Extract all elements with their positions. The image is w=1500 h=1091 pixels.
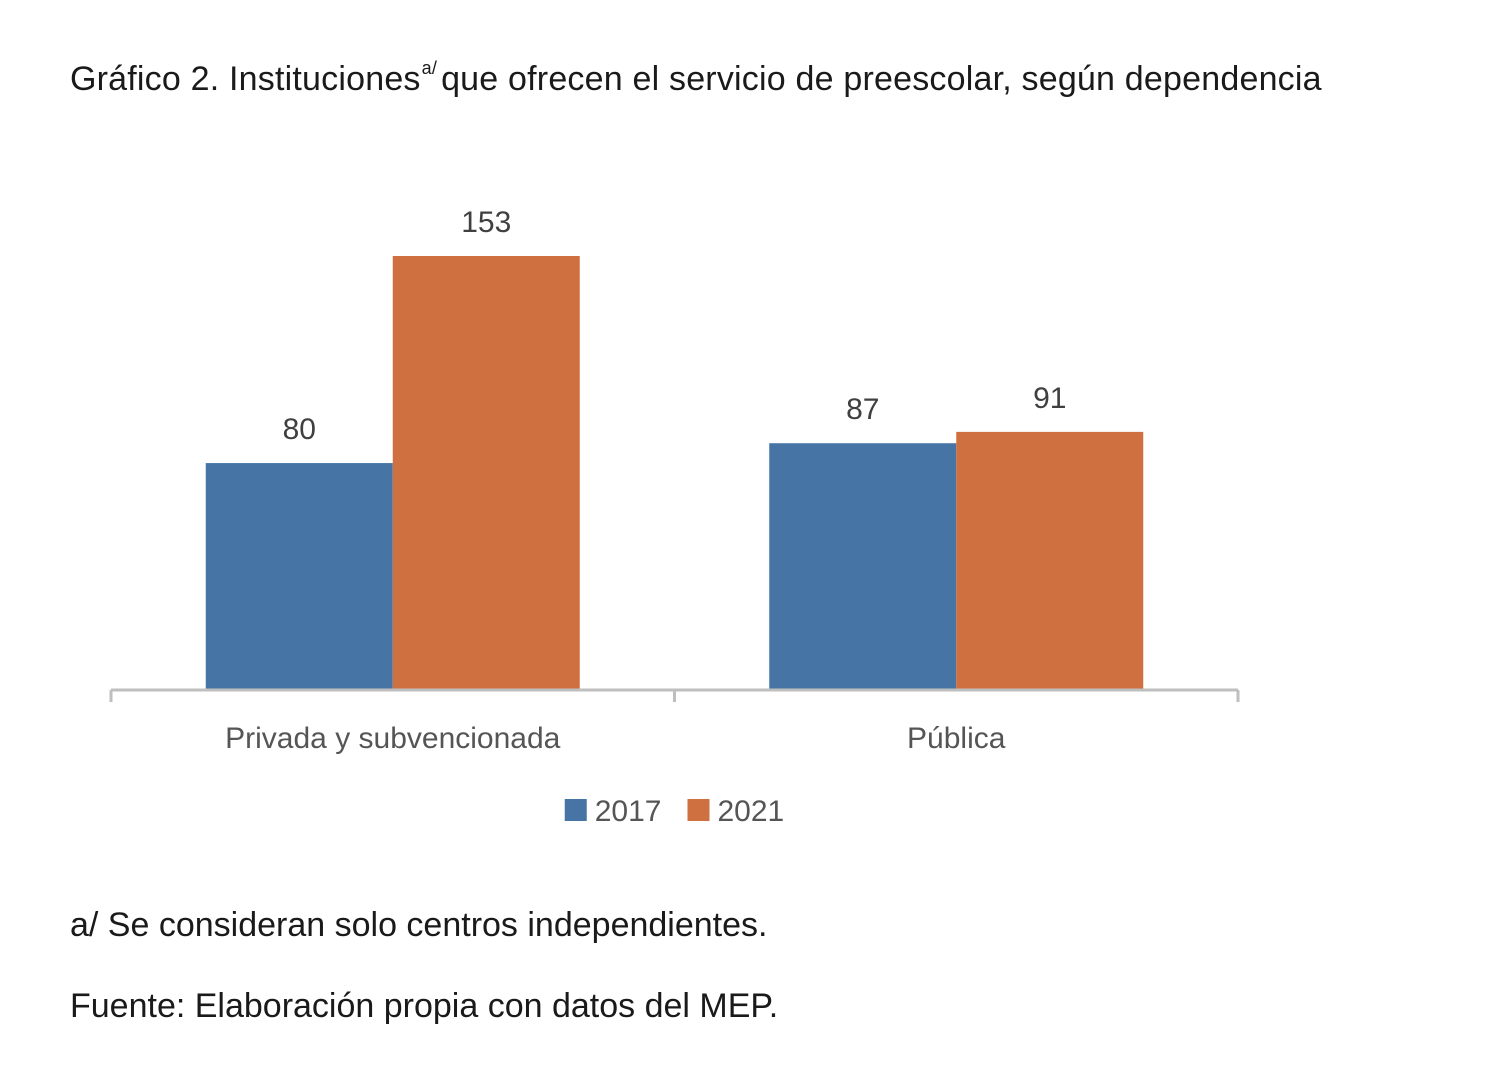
data-label-2017-2: 87 xyxy=(846,393,879,426)
data-label-2017-1: 80 xyxy=(283,413,316,446)
data-label-2021-2: 91 xyxy=(1033,382,1066,415)
chart-title-footnote-marker: a/ xyxy=(421,58,438,78)
x-axis-label-2: Pública xyxy=(907,722,1006,755)
bar-2017-1 xyxy=(205,463,393,690)
legend-label-2021: 2021 xyxy=(718,795,785,828)
legend-swatch-2017 xyxy=(564,799,587,821)
source-note: Fuente: Elaboración propia con datos del… xyxy=(70,987,779,1025)
bar-2017-2 xyxy=(769,443,957,690)
chart-title: Gráfico 2. Institucionesa/que ofrecen el… xyxy=(70,58,1322,99)
legend-swatch-2021 xyxy=(687,799,710,821)
bar-2021-1 xyxy=(392,256,580,690)
bar-2021-2 xyxy=(956,431,1144,690)
legend-label-2017: 2017 xyxy=(595,795,662,828)
chart-title-main: Gráfico 2. Instituciones xyxy=(70,60,421,98)
footnote: a/ Se consideran solo centros independie… xyxy=(70,906,768,944)
data-label-2021-1: 153 xyxy=(461,206,511,239)
chart-title-rest: que ofrecen el servicio de preescolar, s… xyxy=(441,60,1322,98)
x-axis-label-1: Privada y subvencionada xyxy=(225,722,561,755)
